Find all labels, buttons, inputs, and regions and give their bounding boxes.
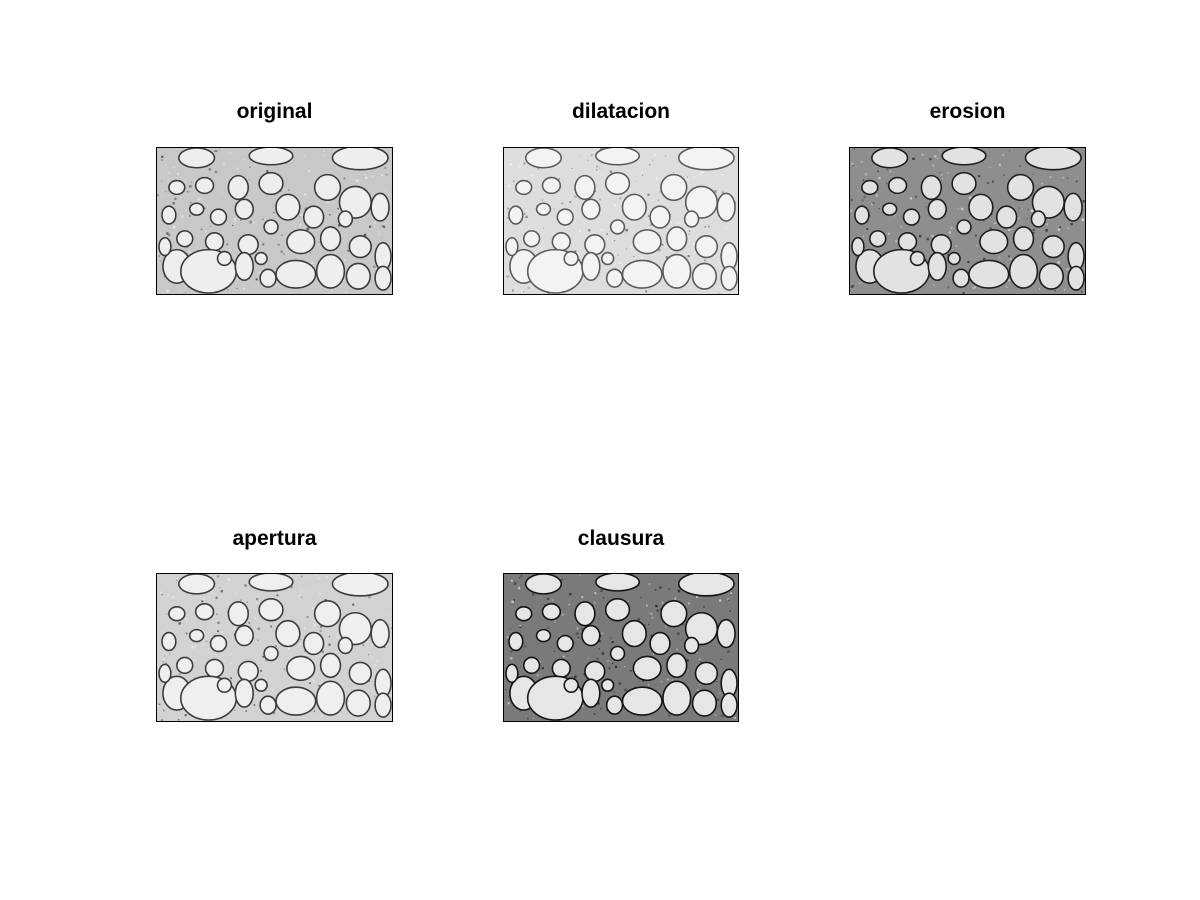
subplot-title: original — [236, 100, 313, 123]
subplot-title: clausura — [577, 527, 665, 550]
image-axes — [849, 147, 1086, 295]
image-axes — [503, 147, 739, 295]
subplot-original: original — [156, 100, 393, 296]
subplot-title: erosion — [929, 100, 1006, 123]
subplot-clausura: clausura — [503, 527, 739, 723]
subplot-title: apertura — [232, 527, 317, 550]
subplot-apertura: apertura — [156, 527, 393, 723]
subplot-title: dilatacion — [571, 100, 671, 123]
subplot-dilatacion: dilatacion — [503, 100, 739, 296]
image-axes — [156, 147, 393, 295]
subplot-erosion: erosion — [849, 100, 1086, 296]
image-axes — [503, 573, 739, 722]
image-axes — [156, 573, 393, 722]
